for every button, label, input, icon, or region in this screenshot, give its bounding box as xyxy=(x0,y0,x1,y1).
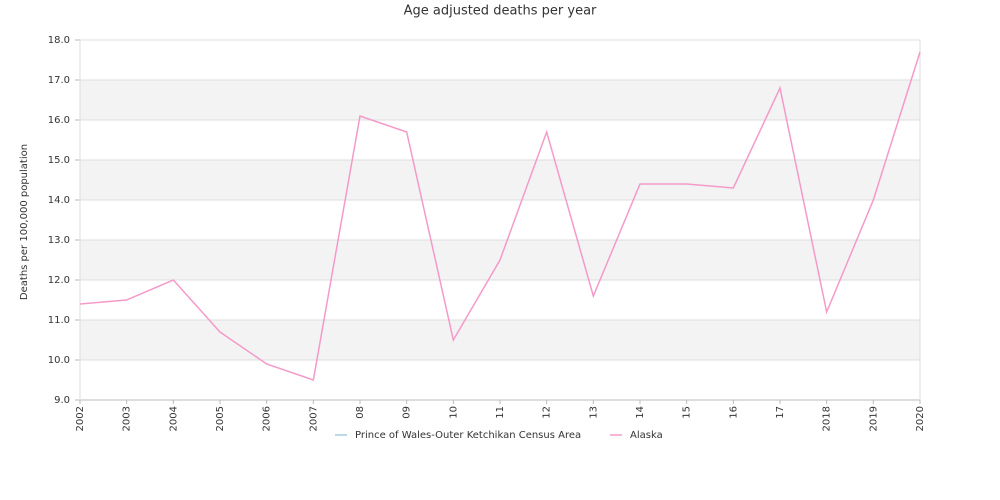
y-tick-label: 15.0 xyxy=(48,155,70,166)
y-tick-label: 11.0 xyxy=(48,315,70,326)
y-axis-label: Deaths per 100,000 population xyxy=(19,144,30,300)
y-tick-label: 14.0 xyxy=(48,195,70,206)
x-tick-label: 2003 xyxy=(122,406,133,431)
x-tick-label: 13 xyxy=(588,406,599,419)
y-tick-label: 18.0 xyxy=(48,35,70,46)
y-tick-label: 13.0 xyxy=(48,235,70,246)
chart-title: Age adjusted deaths per year xyxy=(404,4,597,19)
x-tick-label: 2004 xyxy=(168,406,179,431)
x-tick-label: 2002 xyxy=(75,406,86,431)
x-tick-label: 2018 xyxy=(822,406,833,431)
y-tick-label: 10.0 xyxy=(48,355,70,366)
x-tick-label: 2005 xyxy=(215,406,226,431)
grid-band xyxy=(80,80,920,120)
legend-label: Alaska xyxy=(630,430,663,441)
grid-band xyxy=(80,160,920,200)
y-tick-label: 17.0 xyxy=(48,75,70,86)
y-tick-label: 9.0 xyxy=(54,395,70,406)
x-tick-label: 2020 xyxy=(915,406,926,431)
x-tick-label: 2006 xyxy=(262,406,273,431)
y-tick-label: 16.0 xyxy=(48,115,70,126)
x-tick-label: 12 xyxy=(542,406,553,419)
x-tick-label: 2007 xyxy=(308,406,319,431)
x-tick-label: 10 xyxy=(448,406,459,419)
x-tick-label: 15 xyxy=(682,406,693,419)
series-line xyxy=(79,51,921,381)
x-tick-label: 11 xyxy=(495,406,506,419)
x-tick-label: 2019 xyxy=(868,406,879,431)
x-tick-label: 09 xyxy=(402,406,413,419)
x-tick-label: 08 xyxy=(355,406,366,419)
legend-label: Prince of Wales-Outer Ketchikan Census A… xyxy=(355,430,581,441)
x-tick-label: 17 xyxy=(775,406,786,419)
x-tick-label: 16 xyxy=(728,406,739,419)
y-tick-label: 12.0 xyxy=(48,275,70,286)
x-tick-label: 14 xyxy=(635,406,646,419)
grid-band xyxy=(80,320,920,360)
